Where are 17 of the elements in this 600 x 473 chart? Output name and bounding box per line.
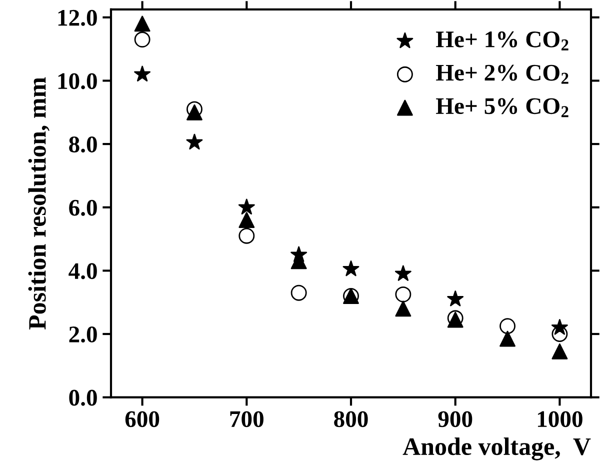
y-tick-label: 12.0 (58, 10, 97, 26)
x-tick-label: 800 (334, 411, 368, 428)
legend-label: He+ 2% CO$_{2}$ (436, 64, 568, 84)
y-tick-label: 10.0 (58, 73, 97, 90)
y-tick-label: 8.0 (69, 136, 97, 153)
x-tick-label: 1000 (538, 411, 582, 428)
legend-label: He+ 1% CO$_{2}$ (436, 31, 568, 50)
y-axis-title: Position resolution, mm (28, 77, 50, 330)
x-tick-label: 600 (125, 411, 160, 428)
y-tick-label: 4.0 (68, 263, 97, 280)
y-tick-label: 0.0 (69, 390, 97, 406)
x-tick-label: 700 (230, 411, 264, 428)
y-tick-label: 6.0 (69, 200, 97, 216)
legend-label: He+ 5% CO$_{2}$ (436, 98, 568, 118)
x-axis-title: Anode voltage, V (402, 437, 591, 460)
y-tick-label: 2.0 (69, 326, 97, 343)
x-tick-label: 900 (438, 411, 472, 428)
